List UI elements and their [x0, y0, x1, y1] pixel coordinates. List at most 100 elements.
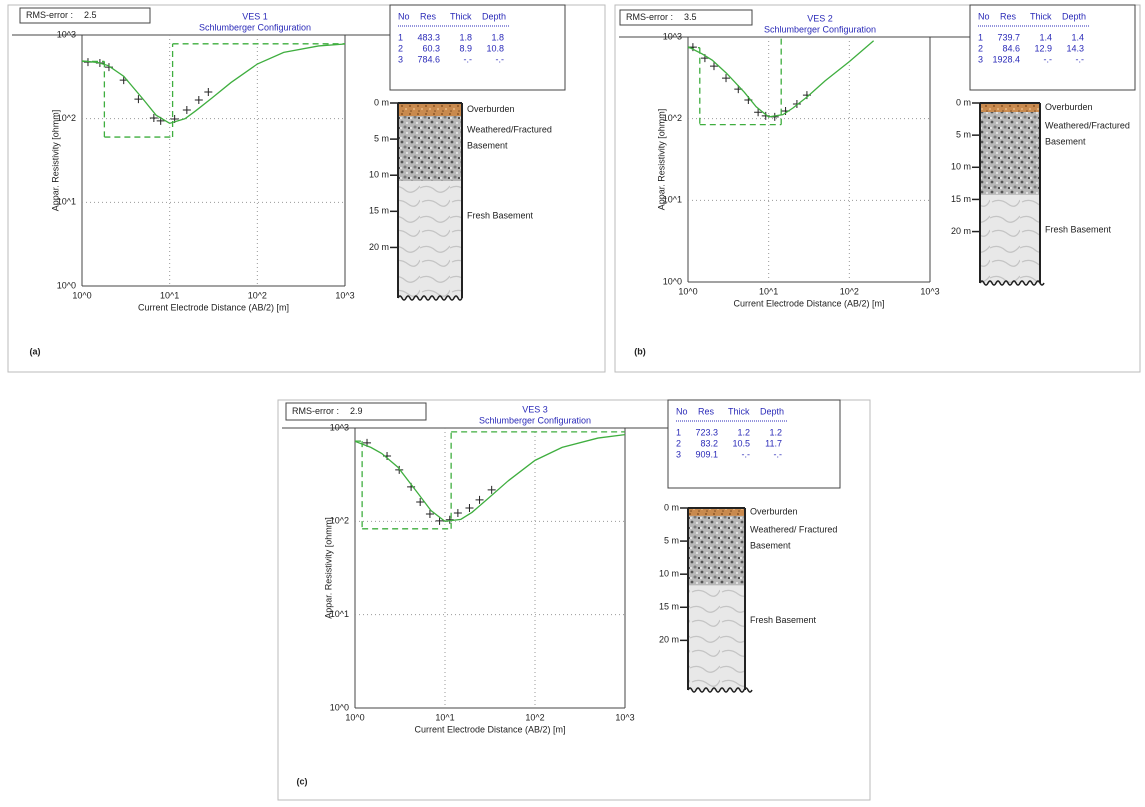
data-point [416, 498, 425, 507]
data-point [425, 509, 434, 518]
chart-subtitle: Schlumberger Configuration [479, 415, 591, 425]
column-base [979, 280, 1045, 286]
x-tick-label: 10^2 [248, 290, 267, 300]
column-outline [687, 507, 746, 690]
x-tick-label: 10^1 [435, 712, 454, 722]
y-axis-label: Appar. Resistivity [ohmm] [323, 517, 333, 619]
table-cell: 12.9 [1034, 43, 1052, 53]
x-axis-label: Current Electrode Distance (AB/2) [m] [733, 298, 884, 308]
table-cell: 1.4 [1071, 32, 1084, 42]
y-axis-label: Appar. Resistivity [ohmm] [656, 109, 666, 211]
table-cell: 1 [978, 32, 983, 42]
depth-tick-label: 15 m [659, 602, 679, 612]
table-cell: 2 [676, 438, 681, 448]
depth-tick-label: 20 m [951, 226, 971, 236]
table-cell: 14.3 [1066, 43, 1084, 53]
data-point [453, 508, 462, 517]
rms-box [19, 7, 151, 24]
table-cell: 83.2 [700, 438, 718, 448]
table-header: Thick [1030, 11, 1052, 21]
model-curve [355, 433, 625, 523]
table-cell: 3 [398, 54, 403, 64]
depth-tick-label: 5 m [956, 130, 971, 140]
panel-label: (c) [297, 776, 308, 786]
table-cell: 784.6 [417, 54, 440, 64]
litho-layer [688, 585, 745, 690]
y-tick-label: 10^0 [330, 702, 349, 712]
litho-label: Overburden [467, 104, 515, 114]
data-point [445, 515, 454, 524]
x-tick-label: 10^0 [678, 286, 697, 296]
table-cell: 2 [398, 43, 403, 53]
panel-label: (b) [634, 346, 646, 356]
y-tick-label: 10^0 [57, 280, 76, 290]
y-tick-label: 10^2 [663, 113, 682, 123]
chart-title: VES 1 [242, 11, 268, 21]
table-cell: 3 [676, 449, 681, 459]
litho-layer [980, 103, 1040, 112]
litho-label: Overburden [750, 506, 798, 516]
x-tick-label: 10^3 [335, 290, 354, 300]
data-point [465, 503, 474, 512]
litho-layer [980, 112, 1040, 195]
table-header: Depth [1062, 11, 1086, 21]
depth-tick-label: 15 m [369, 206, 389, 216]
data-point [149, 113, 158, 122]
litho-layer [688, 515, 745, 586]
y-tick-label: 10^1 [57, 197, 76, 207]
data-point [709, 62, 718, 71]
y-tick-label: 10^0 [663, 276, 682, 286]
litho-label: Weathered/Fractured [467, 124, 552, 134]
table-cell: 1 [676, 427, 681, 437]
litho-label: Fresh Basement [750, 615, 817, 625]
table-header: Res [420, 11, 437, 21]
table-header: Res [1000, 11, 1017, 21]
rms-label: RMS-error : [292, 406, 339, 416]
litho-layer [398, 181, 462, 298]
data-point [204, 88, 213, 97]
litho-layer [398, 103, 462, 116]
column-outline [979, 102, 1041, 283]
table-cell: -.- [742, 449, 751, 459]
depth-tick-label: 0 m [956, 97, 971, 107]
x-tick-label: 10^3 [920, 286, 939, 296]
data-point [182, 105, 191, 114]
table-cell: 1.8 [459, 32, 472, 42]
depth-tick-label: 10 m [369, 170, 389, 180]
chart-title: VES 2 [807, 13, 833, 23]
y-tick-label: 10^3 [57, 29, 76, 39]
table-header: No [978, 11, 990, 21]
table-cell: 2 [978, 43, 983, 53]
depth-tick-label: 20 m [659, 635, 679, 645]
data-point [134, 95, 143, 104]
table-cell: 1.8 [491, 32, 504, 42]
litho-layer [688, 508, 745, 516]
rms-box [619, 9, 753, 26]
rms-box [285, 402, 427, 421]
table-header: Depth [482, 11, 506, 21]
table-cell: -.- [1044, 54, 1053, 64]
chart-subtitle: Schlumberger Configuration [764, 24, 876, 34]
table-header: No [676, 406, 688, 416]
table-cell: -.- [464, 54, 473, 64]
column-base [397, 295, 463, 301]
rms-value: 2.9 [350, 406, 363, 416]
table-cell: 723.3 [695, 427, 718, 437]
data-point [435, 516, 444, 525]
table-cell: 909.1 [695, 449, 718, 459]
litho-label: Basement [467, 140, 508, 150]
column-base [687, 687, 753, 693]
table-header: Thick [728, 406, 750, 416]
table-cell: -.- [774, 449, 783, 459]
rms-label: RMS-error : [626, 12, 673, 22]
rms-value: 3.5 [684, 12, 697, 22]
data-point [792, 100, 801, 109]
data-point [722, 74, 731, 83]
data-point [487, 485, 496, 494]
litho-label: Fresh Basement [1045, 224, 1112, 234]
x-tick-label: 10^0 [345, 712, 364, 722]
plot-area [82, 43, 345, 138]
table-cell: -.- [1076, 54, 1085, 64]
table-cell: 10.5 [732, 438, 750, 448]
